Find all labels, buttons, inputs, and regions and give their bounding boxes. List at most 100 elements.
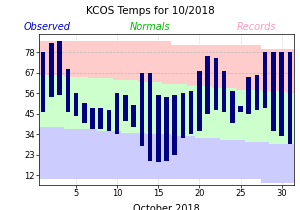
Bar — [162, 134, 171, 179]
Bar — [74, 93, 78, 116]
Bar — [279, 52, 284, 136]
Bar — [72, 76, 80, 129]
Bar — [130, 80, 138, 133]
Bar — [64, 129, 72, 179]
Bar — [56, 75, 64, 127]
Bar — [140, 73, 144, 146]
Bar — [247, 76, 251, 114]
Bar — [230, 92, 235, 123]
Bar — [189, 92, 194, 134]
Bar — [286, 93, 294, 144]
Text: KCOS Temps for 10/2018: KCOS Temps for 10/2018 — [85, 6, 214, 16]
Text: Normals: Normals — [130, 22, 170, 32]
Bar — [220, 45, 228, 179]
Bar — [278, 49, 286, 183]
Bar — [212, 88, 220, 138]
Bar — [49, 43, 54, 97]
Bar — [80, 76, 88, 129]
Bar — [203, 45, 212, 179]
Bar — [162, 41, 171, 179]
Bar — [253, 90, 261, 142]
Bar — [154, 82, 162, 134]
Bar — [88, 78, 97, 129]
Bar — [57, 41, 62, 95]
Bar — [187, 45, 195, 179]
Bar — [220, 140, 228, 179]
Bar — [82, 103, 86, 123]
Text: Observed: Observed — [24, 22, 71, 32]
Bar — [97, 131, 105, 179]
Bar — [253, 142, 261, 179]
Bar — [64, 76, 72, 129]
Bar — [154, 134, 162, 179]
Bar — [97, 41, 105, 179]
Bar — [288, 52, 292, 144]
Bar — [181, 93, 185, 138]
Bar — [179, 136, 187, 179]
Bar — [88, 129, 97, 179]
Bar — [164, 97, 169, 160]
Bar — [203, 86, 212, 138]
Bar — [105, 41, 113, 179]
X-axis label: October 2018: October 2018 — [133, 203, 200, 210]
Bar — [271, 52, 276, 131]
Bar — [105, 131, 113, 179]
Bar — [47, 75, 56, 127]
Bar — [138, 41, 146, 179]
Bar — [238, 106, 243, 112]
Bar — [39, 41, 47, 179]
Bar — [203, 138, 212, 179]
Bar — [97, 78, 105, 131]
Bar — [156, 95, 160, 162]
Bar — [206, 56, 210, 114]
Bar — [228, 140, 236, 179]
Bar — [88, 41, 97, 179]
Bar — [138, 82, 146, 133]
Bar — [107, 110, 111, 131]
Bar — [56, 41, 64, 179]
Bar — [72, 41, 80, 179]
Bar — [39, 75, 47, 127]
Bar — [195, 45, 203, 179]
Bar — [244, 45, 253, 179]
Bar — [39, 127, 47, 179]
Bar — [269, 92, 278, 144]
Bar — [47, 127, 56, 179]
Bar — [187, 136, 195, 179]
Bar — [261, 142, 269, 183]
Bar — [138, 133, 146, 179]
Bar — [121, 133, 130, 179]
Bar — [236, 90, 244, 140]
Bar — [244, 90, 253, 142]
Bar — [113, 131, 121, 179]
Bar — [222, 71, 226, 112]
Bar — [80, 41, 88, 179]
Bar — [278, 144, 286, 183]
Bar — [255, 75, 259, 110]
Bar — [261, 92, 269, 142]
Bar — [269, 49, 278, 183]
Bar — [244, 142, 253, 179]
Bar — [146, 41, 154, 179]
Text: Records: Records — [236, 22, 276, 32]
Bar — [171, 84, 179, 136]
Bar — [236, 140, 244, 179]
Bar — [154, 41, 162, 179]
Bar — [171, 136, 179, 179]
Bar — [179, 84, 187, 136]
Bar — [90, 108, 95, 129]
Bar — [146, 82, 154, 134]
Bar — [220, 88, 228, 140]
Bar — [228, 88, 236, 140]
Bar — [64, 41, 72, 179]
Bar — [113, 80, 121, 131]
Bar — [269, 144, 278, 183]
Bar — [162, 84, 171, 134]
Bar — [286, 49, 294, 183]
Bar — [115, 93, 119, 134]
Bar — [121, 41, 130, 179]
Bar — [261, 49, 269, 183]
Bar — [228, 45, 236, 179]
Bar — [41, 52, 45, 112]
Bar — [130, 133, 138, 179]
